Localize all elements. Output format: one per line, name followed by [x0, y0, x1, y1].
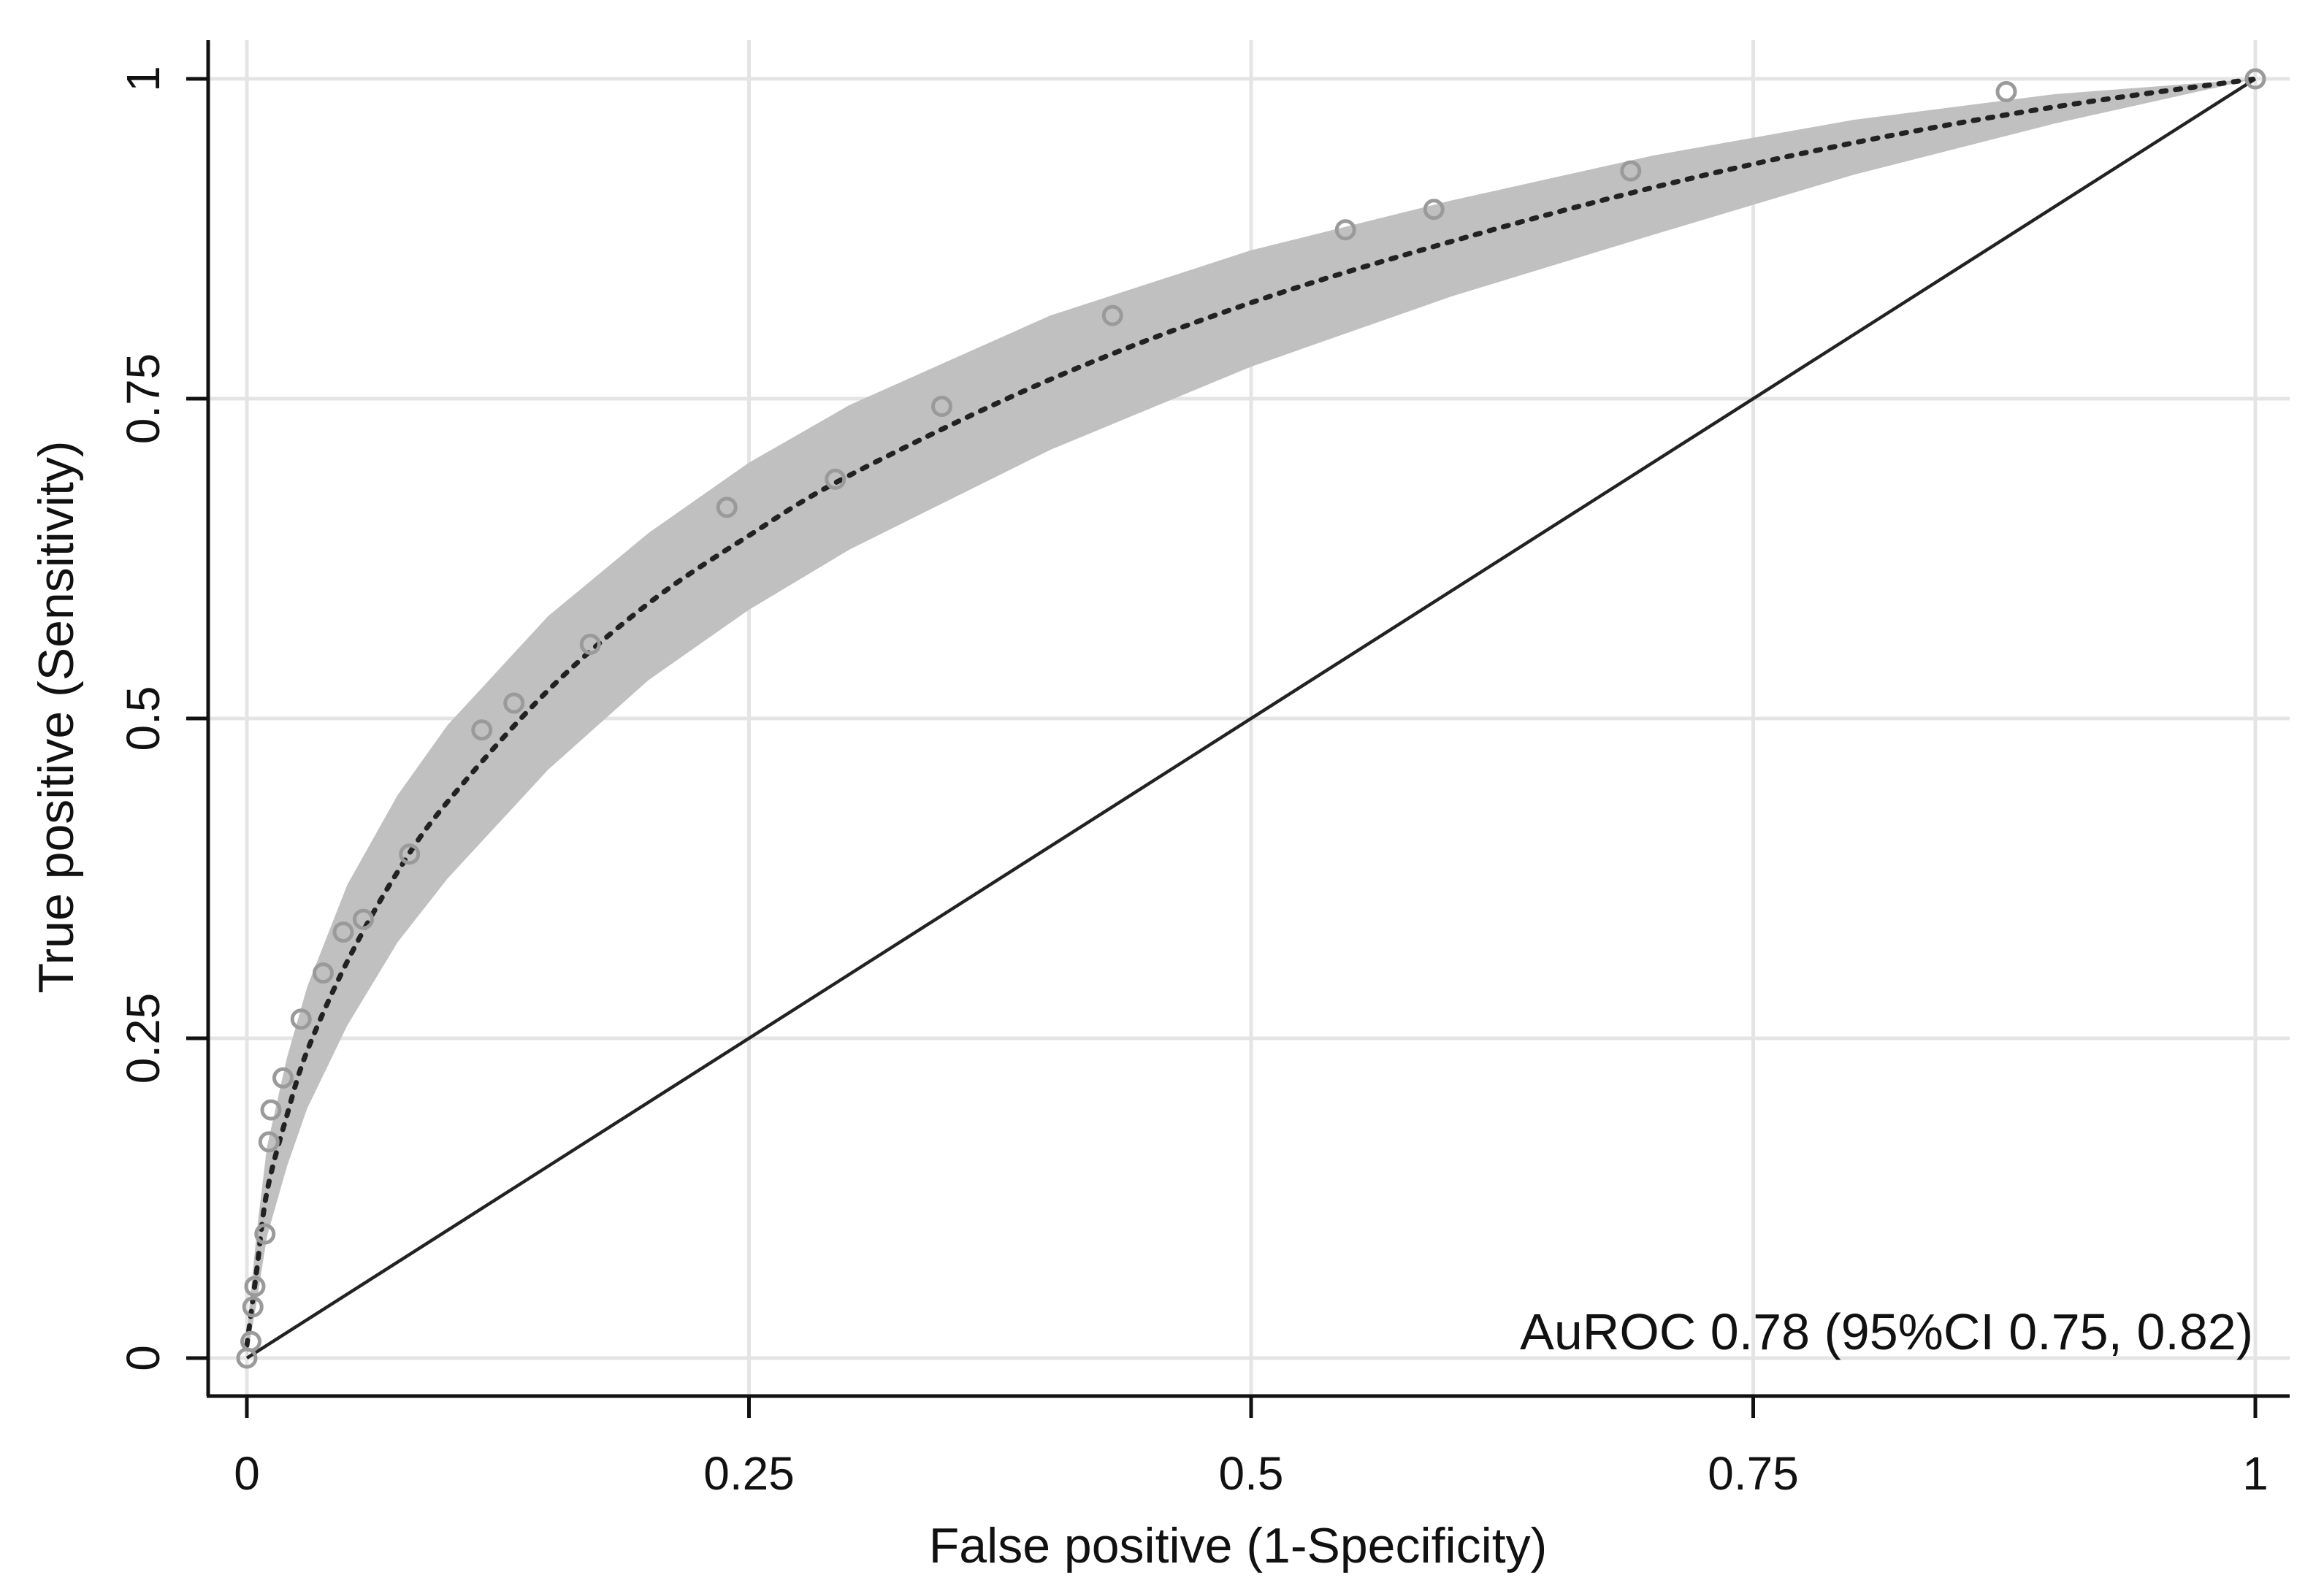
empirical-point — [1995, 81, 2017, 103]
empirical-point — [332, 921, 354, 943]
empirical-point — [399, 843, 421, 865]
x-axis-title: False positive (1-Specificity) — [929, 1518, 1547, 1573]
empirical-point — [290, 1008, 312, 1030]
empirical-point — [313, 962, 334, 984]
empirical-point — [579, 633, 601, 655]
empirical-point — [254, 1223, 276, 1245]
empirical-point — [272, 1067, 294, 1089]
empirical-point — [244, 1276, 266, 1297]
x-axis-ticks: 0 0.25 0.5 0.75 1 — [234, 1396, 2268, 1500]
reference-diagonal-line — [245, 77, 2257, 1360]
empirical-point — [240, 1330, 261, 1352]
y-tick-label: 0.75 — [117, 353, 169, 445]
empirical-point — [353, 908, 374, 930]
x-tick-label: 0.5 — [1219, 1447, 1284, 1500]
y-tick-label: 0.5 — [117, 686, 169, 751]
empirical-point — [242, 1296, 264, 1318]
y-tick-label: 1 — [117, 66, 169, 92]
confidence-band-area — [247, 79, 2255, 1358]
fitted-roc-line — [244, 76, 2258, 1348]
x-tick-label: 0 — [234, 1447, 260, 1500]
y-tick-label: 0 — [117, 1345, 169, 1371]
empirical-point — [2244, 68, 2266, 90]
empirical-points — [236, 68, 2266, 1369]
auroc-annotation: AuROC 0.78 (95%CI 0.75, 0.82) — [1520, 1303, 2253, 1360]
empirical-point — [716, 497, 738, 518]
empirical-point — [1101, 304, 1123, 326]
empirical-point — [503, 692, 525, 714]
x-tick-label: 1 — [2242, 1447, 2268, 1500]
x-tick-label: 0.75 — [1708, 1447, 1799, 1500]
empirical-point — [1620, 160, 1642, 182]
fitted-roc-curve — [244, 76, 2258, 1348]
y-axis-title: True positive (Sensitivity) — [28, 440, 84, 993]
empirical-point — [471, 719, 493, 741]
empirical-point — [825, 468, 846, 490]
y-tick-label: 0.25 — [117, 993, 169, 1084]
confidence-band — [247, 79, 2255, 1358]
x-tick-label: 0.25 — [703, 1447, 795, 1500]
empirical-point — [260, 1099, 282, 1121]
empirical-point — [258, 1131, 280, 1153]
empirical-point — [1423, 199, 1445, 221]
y-axis-ticks: 0 0.25 0.5 0.75 1 — [117, 66, 208, 1371]
empirical-point — [931, 396, 952, 418]
empirical-point — [1334, 219, 1356, 241]
reference-line — [245, 77, 2257, 1360]
